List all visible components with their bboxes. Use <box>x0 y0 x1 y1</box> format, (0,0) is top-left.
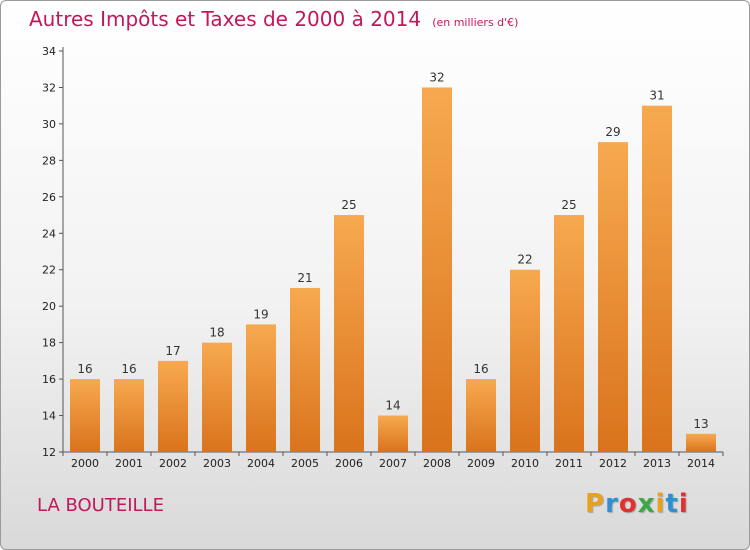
y-tick-label: 16 <box>42 373 56 386</box>
x-tick-label-2014: 2014 <box>687 457 715 470</box>
bar-2013 <box>642 105 672 452</box>
bar-2004 <box>246 324 276 452</box>
data-label-2014: 13 <box>693 417 708 431</box>
logo-letter: t <box>665 489 679 519</box>
data-label-2003: 18 <box>209 326 224 340</box>
x-tick-label-2008: 2008 <box>423 457 451 470</box>
chart-title-text: Autres Impôts et Taxes de 2000 à 2014 <box>29 7 422 31</box>
data-label-2006: 25 <box>341 198 356 212</box>
y-tick-label: 30 <box>42 118 56 131</box>
x-tick-label-2009: 2009 <box>467 457 495 470</box>
bar-2006 <box>334 215 364 452</box>
y-tick-label: 34 <box>42 45 56 58</box>
bar-2010 <box>510 269 540 452</box>
data-label-2012: 29 <box>605 125 620 139</box>
bar-2000 <box>70 379 100 452</box>
logo-letter: r <box>605 489 619 519</box>
chart-bars <box>70 87 716 453</box>
commune-name: LA BOUTEILLE <box>37 495 164 516</box>
x-tick-label-2001: 2001 <box>115 457 143 470</box>
y-tick-label: 18 <box>42 337 56 350</box>
bar-2001 <box>114 379 144 452</box>
chart-title: Autres Impôts et Taxes de 2000 à 2014 (e… <box>29 7 518 31</box>
logo-letter: i <box>678 489 689 519</box>
proxiti-logo: Proxiti <box>585 489 689 519</box>
x-tick-label-2011: 2011 <box>555 457 583 470</box>
y-tick-label: 32 <box>42 81 56 94</box>
bar-2011 <box>554 215 584 452</box>
x-tick-label-2003: 2003 <box>203 457 231 470</box>
bar-2012 <box>598 142 628 453</box>
data-label-2001: 16 <box>121 362 136 376</box>
data-label-2010: 22 <box>517 253 532 267</box>
chart-unit-text: (en milliers d'€) <box>432 16 519 29</box>
y-tick-label: 28 <box>42 154 56 167</box>
x-tick-label-2012: 2012 <box>599 457 627 470</box>
bar-2007 <box>378 415 408 452</box>
logo-letter: P <box>585 489 606 519</box>
data-label-2008: 32 <box>429 70 444 84</box>
bar-2003 <box>202 342 232 452</box>
x-tick-label-2004: 2004 <box>247 457 275 470</box>
y-tick-label: 24 <box>42 227 56 240</box>
bar-2002 <box>158 360 188 452</box>
data-label-2009: 16 <box>473 362 488 376</box>
y-tick-label: 22 <box>42 264 56 277</box>
bar-2005 <box>290 287 320 452</box>
logo-letter: o <box>618 489 638 519</box>
x-tick-label-2007: 2007 <box>379 457 407 470</box>
x-tick-label-2010: 2010 <box>511 457 539 470</box>
bar-2008 <box>422 87 452 453</box>
x-tick-label-2006: 2006 <box>335 457 363 470</box>
logo-letter: i <box>655 489 666 519</box>
data-label-2000: 16 <box>77 362 92 376</box>
data-label-2005: 21 <box>297 271 312 285</box>
data-label-2002: 17 <box>165 344 180 358</box>
data-label-2007: 14 <box>385 399 400 413</box>
bar-2009 <box>466 379 496 452</box>
x-tick-label-2005: 2005 <box>291 457 319 470</box>
y-tick-label: 12 <box>42 446 56 459</box>
x-tick-label-2013: 2013 <box>643 457 671 470</box>
x-tick-label-2000: 2000 <box>71 457 99 470</box>
data-label-2011: 25 <box>561 198 576 212</box>
x-tick-label-2002: 2002 <box>159 457 187 470</box>
chart-x-ticks: 2000 2001 2002 2003 2004 2005 2006 2007 2008 2009… <box>62 452 724 470</box>
bar-2014 <box>686 433 716 452</box>
y-tick-label: 14 <box>42 410 56 423</box>
logo-letter: x <box>637 489 656 519</box>
y-tick-label: 20 <box>42 300 56 313</box>
y-tick-label: 26 <box>42 191 56 204</box>
chart-data-labels: 16 16 17 18 19 21 25 14 32 16 22 25 29 31 13 <box>77 70 708 430</box>
data-label-2004: 19 <box>253 307 268 321</box>
chart-y-ticks: 12 14 16 18 20 22 24 26 28 30 32 34 <box>42 45 63 459</box>
data-label-2013: 31 <box>649 89 664 103</box>
